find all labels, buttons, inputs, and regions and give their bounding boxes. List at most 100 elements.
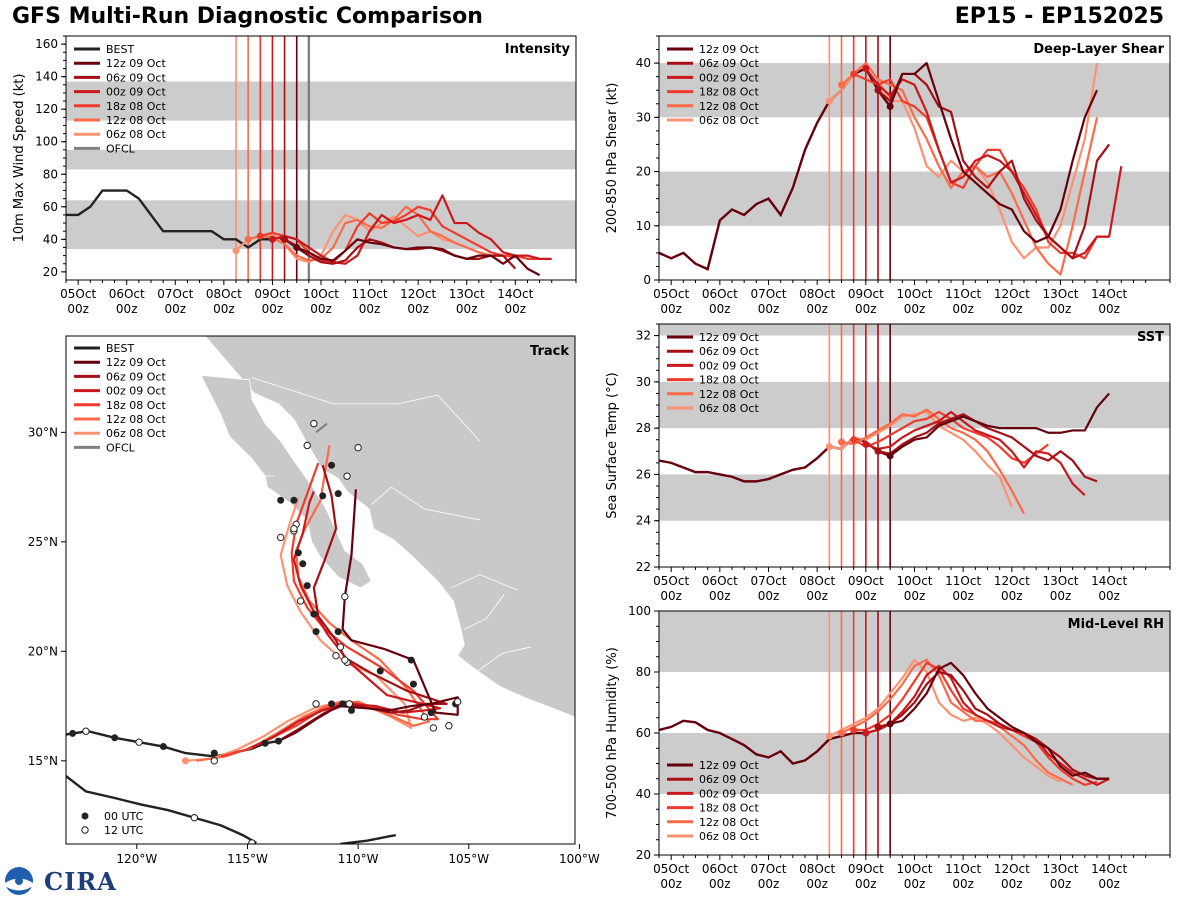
state-border (371, 486, 480, 521)
plot-area (66, 36, 576, 280)
x-tick-label: 00z (904, 302, 926, 316)
x-tick-label: 12Oct (994, 574, 1030, 588)
cira-logo: CIRA (4, 866, 117, 896)
x-tick-label: 07Oct (750, 574, 786, 588)
x-tick-label: 08Oct (206, 287, 242, 301)
y-tick-label: 100 (35, 135, 58, 149)
y-tick-label: 20 (43, 265, 58, 279)
forecast-line (296, 238, 541, 277)
y-tick-label: 60 (43, 200, 58, 214)
init-point (825, 732, 833, 740)
x-tick-label: 00z (758, 302, 780, 316)
forecast-line (877, 72, 1111, 260)
init-point (874, 86, 882, 94)
x-tick-label: 14Oct (497, 287, 533, 301)
marker-legend-label: 12 UTC (104, 824, 144, 837)
baja-peninsula (200, 374, 372, 589)
init-point (825, 443, 833, 451)
plot-area (659, 324, 1170, 567)
state-border (450, 574, 518, 591)
x-tick-label: 00z (359, 302, 381, 316)
x-tick-label: 08Oct (799, 287, 835, 301)
x-tick-label: 07Oct (750, 862, 786, 876)
legend-label: 18z 08 Oct (699, 802, 759, 815)
x-tick-label: 00z (1050, 589, 1072, 603)
forecast-line (877, 413, 1098, 483)
forecast-line (877, 670, 1110, 780)
legend-label: 12z 09 Oct (699, 331, 759, 344)
x-tick-label: 100°W (559, 852, 600, 866)
panel-title: Intensity (505, 42, 571, 57)
x-tick-label: 00z (310, 302, 332, 316)
x-tick-label: 09Oct (254, 287, 290, 301)
marker-00utc (376, 667, 384, 675)
marker-00utc (427, 709, 435, 717)
x-tick-label: 00z (855, 589, 877, 603)
marker-00utc (409, 680, 417, 688)
forecast-line (260, 205, 540, 264)
legend-label: BEST (106, 342, 134, 355)
x-tick-label: 12Oct (994, 287, 1030, 301)
marker-00utc (334, 628, 342, 636)
x-tick-label: 09Oct (848, 862, 884, 876)
y-axis-label: 200-850 hPa Shear (kt) (605, 83, 620, 234)
y-tick-label: 30 (636, 375, 651, 389)
noaa-logo-icon (5, 867, 33, 895)
forecast-line (828, 658, 1061, 783)
x-tick-label: 00z (1098, 877, 1120, 891)
legend-label: 06z 09 Oct (106, 370, 166, 383)
y-tick-label: 40 (636, 787, 651, 801)
legend-label: 06z 08 Oct (106, 128, 166, 141)
figure-title: GFS Multi-Run Diagnostic Comparison (12, 4, 483, 29)
shade-band (66, 81, 576, 121)
x-tick-label: 00z (952, 589, 974, 603)
marker-12utc (210, 757, 218, 765)
init-point (850, 70, 858, 78)
state-border (464, 594, 505, 630)
x-tick-label: 00z (758, 877, 780, 891)
marker-12utc (312, 700, 320, 708)
init-point (268, 235, 276, 243)
x-tick-label: 00z (660, 877, 682, 891)
analysis-line (659, 719, 891, 765)
y-tick-label: 20°N (28, 644, 58, 658)
x-tick-label: 00z (806, 589, 828, 603)
y-tick-label: 20 (636, 848, 651, 862)
marker-00utc (319, 492, 327, 500)
track-start-point (182, 757, 190, 765)
x-tick-label: 00z (855, 302, 877, 316)
legend-label: BEST (106, 43, 134, 56)
marker-00utc (299, 560, 307, 568)
x-tick-label: 10Oct (896, 862, 932, 876)
init-point (862, 440, 870, 448)
marker-12utc (290, 524, 298, 533)
x-tick-label: 05Oct (653, 862, 689, 876)
marker-12utc (303, 441, 311, 450)
x-tick-label: 115°W (227, 852, 268, 866)
x-tick-label: 00z (164, 302, 186, 316)
legend-label: 00z 09 Oct (699, 359, 759, 372)
forecast-line (889, 392, 1110, 457)
x-tick-label: 00z (660, 302, 682, 316)
marker-12utc (343, 472, 351, 480)
legend-label: 00z 09 Oct (106, 86, 166, 99)
forecast-line (272, 194, 552, 265)
x-tick-label: 10Oct (896, 574, 932, 588)
legend-marker-12utc (81, 826, 89, 834)
panel-track: 120°W 115°W 110°W 105°W 100°W 15°N 20°N 25°N 30°… (28, 335, 600, 866)
panel-rh: 05Oct00z06Oct00z07Oct00z08Oct00z09Oct00z… (605, 604, 1171, 891)
x-tick-label: 05Oct (653, 574, 689, 588)
init-point (825, 97, 833, 105)
mainland-landmass (204, 336, 575, 718)
init-point (256, 232, 264, 240)
x-tick-label: 10Oct (303, 287, 339, 301)
x-tick-label: 06Oct (702, 862, 738, 876)
x-tick-label: 13Oct (1042, 862, 1078, 876)
y-tick-label: 80 (636, 665, 651, 679)
forecast-line (865, 410, 1086, 497)
legend-label: 06z 08 Oct (699, 114, 759, 127)
